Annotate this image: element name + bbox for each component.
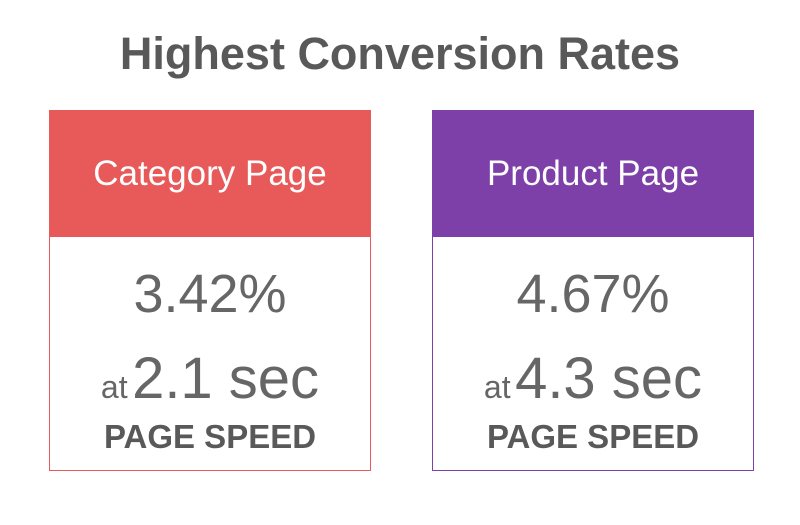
card-header: Product Page — [433, 111, 753, 237]
speed-caption: PAGE SPEED — [486, 418, 700, 455]
card: Product Page 4.67% at 4.3 sec PAGE SPEED — [432, 110, 754, 471]
speed-caption: PAGE SPEED — [103, 418, 317, 455]
conversion-rate: 4.67% — [516, 264, 670, 324]
title: Highest Conversion Rates — [119, 28, 681, 79]
card: Category Page 3.42% at 2.1 sec PAGE SPEED — [49, 110, 371, 471]
conversion-rate: 3.42% — [133, 264, 287, 324]
speed-line: at 2.1 sec — [50, 350, 370, 422]
speed-prefix: at — [100, 369, 128, 405]
speed-value: 4.3 sec — [515, 346, 703, 411]
speed-line: at 4.3 sec — [433, 350, 753, 422]
speed-prefix: at — [483, 369, 511, 405]
speed-value: 2.1 sec — [132, 346, 320, 411]
card-header: Category Page — [50, 111, 370, 237]
